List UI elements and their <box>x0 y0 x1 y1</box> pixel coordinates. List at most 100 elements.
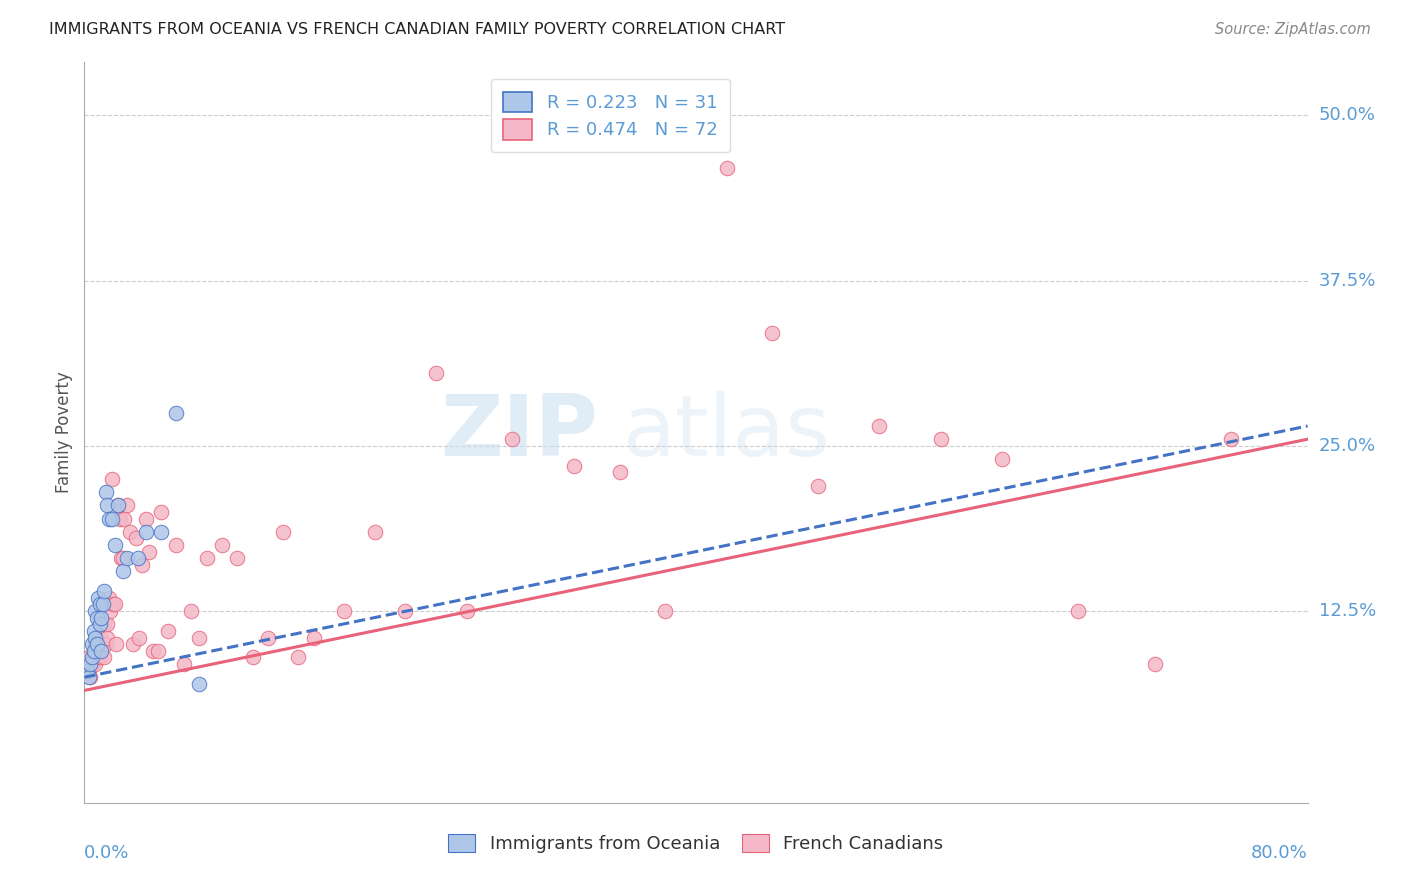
Point <box>77 664 100 678</box>
Point <box>77 650 100 665</box>
Point <box>149 505 172 519</box>
Point <box>108 511 131 525</box>
Point <box>103 598 125 612</box>
Point <box>80 650 103 665</box>
Point <box>111 551 134 566</box>
Point <box>120 524 142 539</box>
Point <box>456 604 478 618</box>
Point <box>79 657 101 671</box>
Point <box>112 511 135 525</box>
Text: IMMIGRANTS FROM OCEANIA VS FRENCH CANADIAN FAMILY POVERTY CORRELATION CHART: IMMIGRANTS FROM OCEANIA VS FRENCH CANADI… <box>49 22 786 37</box>
Point <box>79 670 101 684</box>
Point <box>188 631 211 645</box>
Point <box>76 664 98 678</box>
Point <box>226 551 249 566</box>
Point <box>180 604 202 618</box>
Text: 0.0%: 0.0% <box>84 844 129 862</box>
Point <box>97 511 120 525</box>
Point <box>91 598 114 612</box>
Point <box>425 366 447 380</box>
Text: 12.5%: 12.5% <box>1319 602 1376 620</box>
Point <box>807 478 830 492</box>
Point <box>991 452 1014 467</box>
Point <box>98 604 121 618</box>
Point <box>287 650 309 665</box>
Point <box>131 558 153 572</box>
Point <box>869 419 891 434</box>
Point <box>93 584 115 599</box>
Point <box>84 657 107 671</box>
Text: 80.0%: 80.0% <box>1251 844 1308 862</box>
Point <box>104 538 127 552</box>
Point <box>110 551 132 566</box>
Point <box>76 657 98 671</box>
Point <box>83 644 105 658</box>
Point <box>654 604 676 618</box>
Y-axis label: Family Poverty: Family Poverty <box>55 372 73 493</box>
Point <box>257 631 280 645</box>
Point <box>96 499 118 513</box>
Point <box>394 604 416 618</box>
Text: Source: ZipAtlas.com: Source: ZipAtlas.com <box>1215 22 1371 37</box>
Point <box>86 644 108 658</box>
Legend: Immigrants from Oceania, French Canadians: Immigrants from Oceania, French Canadian… <box>441 827 950 861</box>
Point <box>333 604 356 618</box>
Point <box>87 650 110 665</box>
Point <box>1143 657 1166 671</box>
Point <box>83 650 105 665</box>
Text: ZIP: ZIP <box>440 391 598 475</box>
Point <box>115 499 138 513</box>
Point <box>84 631 107 645</box>
Point <box>86 637 108 651</box>
Point <box>929 432 952 446</box>
Point <box>77 670 100 684</box>
Text: atlas: atlas <box>623 391 831 475</box>
Point <box>111 565 134 579</box>
Point <box>195 551 218 566</box>
Point <box>173 657 195 671</box>
Point <box>115 551 138 566</box>
Point <box>1220 432 1243 446</box>
Point <box>364 524 387 539</box>
Point <box>242 650 264 665</box>
Point <box>128 631 150 645</box>
Point <box>271 524 294 539</box>
Point <box>90 611 112 625</box>
Point <box>135 524 157 539</box>
Point <box>502 432 524 446</box>
Point <box>84 637 107 651</box>
Point <box>94 637 117 651</box>
Point <box>609 465 631 479</box>
Point <box>188 677 211 691</box>
Text: 37.5%: 37.5% <box>1319 271 1376 290</box>
Point <box>107 499 129 513</box>
Point <box>165 538 187 552</box>
Point <box>96 631 118 645</box>
Point <box>89 598 111 612</box>
Point <box>91 637 114 651</box>
Point <box>122 637 145 651</box>
Point <box>93 650 115 665</box>
Point <box>83 624 105 638</box>
Point <box>93 617 115 632</box>
Point <box>157 624 180 638</box>
Point <box>90 644 112 658</box>
Point <box>1067 604 1090 618</box>
Point <box>138 544 160 558</box>
Point <box>135 511 157 525</box>
Point <box>89 650 111 665</box>
Point <box>716 161 738 176</box>
Point <box>127 551 149 566</box>
Point <box>104 598 127 612</box>
Point <box>142 644 165 658</box>
Text: 50.0%: 50.0% <box>1319 106 1375 124</box>
Point <box>101 472 124 486</box>
Point <box>96 617 118 632</box>
Point <box>149 524 172 539</box>
Point <box>84 604 107 618</box>
Point <box>80 657 103 671</box>
Point <box>89 617 111 632</box>
Point <box>105 637 128 651</box>
Point <box>211 538 233 552</box>
Point <box>165 406 187 420</box>
